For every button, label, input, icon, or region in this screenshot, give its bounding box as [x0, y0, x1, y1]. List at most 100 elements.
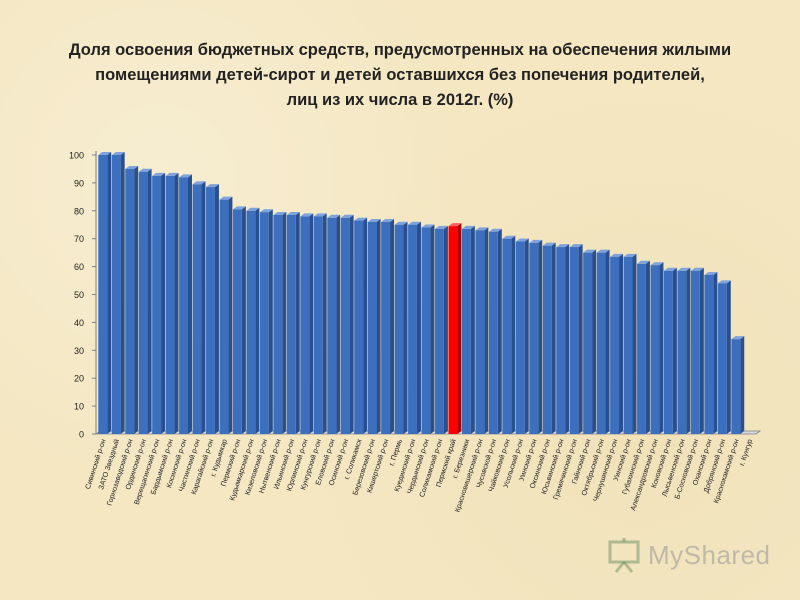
bar-top [192, 181, 206, 185]
bar [273, 214, 283, 434]
bar-top [421, 224, 435, 228]
bar [381, 221, 391, 434]
bar-top [529, 239, 543, 243]
bar-top [717, 280, 731, 284]
bar [300, 216, 310, 434]
bar-top [98, 152, 112, 155]
bar-top [664, 267, 677, 271]
bar-top [610, 253, 624, 257]
bar-top [286, 211, 300, 215]
bar-top [461, 225, 475, 229]
bar-side [659, 262, 664, 434]
bar [717, 283, 727, 434]
bar [313, 216, 323, 434]
y-tick-label: 40 [74, 318, 84, 328]
bar [731, 339, 741, 434]
bar-side [390, 218, 395, 434]
y-tick-label: 70 [74, 234, 84, 244]
bar [394, 224, 404, 434]
bar [515, 241, 525, 434]
bar [583, 252, 593, 434]
bar-side [578, 244, 583, 434]
bar-side [484, 227, 489, 434]
bar-side [241, 206, 246, 434]
bar [179, 177, 188, 434]
bar-top [313, 213, 327, 217]
bar [502, 238, 512, 434]
bar-top [677, 267, 691, 271]
bar-top [650, 262, 664, 266]
bar-top [596, 249, 610, 253]
bar [232, 209, 242, 434]
bar-top [623, 253, 637, 257]
y-tick-label: 100 [69, 151, 84, 161]
watermark-text: MyShared [648, 540, 771, 570]
bar-top [300, 213, 314, 217]
bar-side [134, 165, 139, 434]
bar-side [619, 253, 624, 434]
bar-side [403, 221, 408, 434]
bar-side [336, 214, 341, 434]
bar [421, 227, 431, 434]
bar-side [713, 271, 718, 434]
bar-side [147, 168, 152, 435]
bar [354, 220, 364, 434]
bar-top [273, 211, 287, 215]
bar [219, 199, 229, 434]
bar-side [740, 336, 745, 434]
bar [623, 256, 633, 434]
bar-top [206, 184, 219, 188]
bar [637, 263, 646, 434]
bar-side [565, 244, 570, 434]
bar [165, 175, 175, 435]
bar [461, 228, 471, 434]
bar-side [322, 213, 327, 434]
bar-top [138, 168, 152, 172]
bar-top [381, 218, 395, 222]
watermark: MyShared [604, 536, 774, 576]
bar [664, 270, 673, 434]
bar-side [672, 267, 677, 434]
bar-side [255, 207, 260, 434]
bar-top [515, 238, 529, 242]
bar-side [120, 152, 125, 434]
chart-title-line: помещениями детей-сирот и детей оставших… [95, 66, 705, 84]
bar-side [174, 172, 179, 435]
chart-title: Доля освоения бюджетных средств, предусм… [20, 38, 780, 113]
chart-title-line: лиц из их числа в 2012г. (%) [286, 91, 514, 109]
y-tick-label: 50 [74, 290, 84, 300]
bar-side [632, 253, 637, 434]
bar [192, 184, 202, 434]
bar-side [416, 221, 421, 434]
bar-top [259, 209, 273, 213]
bar-top [219, 196, 233, 200]
bar-side [605, 249, 610, 434]
bar [488, 231, 498, 434]
bar-side [430, 224, 435, 434]
bar-side [201, 181, 206, 434]
bar-top [327, 214, 341, 218]
y-tick-label: 10 [74, 402, 84, 412]
bar [286, 214, 296, 434]
bar [340, 217, 350, 434]
bar-top [165, 172, 179, 176]
bar [259, 212, 269, 434]
y-tick-label: 80 [74, 206, 84, 216]
bar-side [443, 225, 448, 434]
bar-side [228, 196, 233, 434]
bar-side [107, 152, 112, 434]
bar-top [152, 172, 166, 176]
bar-side [592, 249, 597, 434]
bar-side [268, 209, 273, 434]
bar-side [282, 211, 287, 434]
presentation-board-icon [608, 538, 640, 573]
bar-side [309, 213, 314, 434]
bar-top [637, 260, 650, 264]
bar-top [435, 225, 448, 229]
bar [327, 217, 337, 434]
bar [98, 155, 108, 434]
bar-top [367, 218, 381, 222]
bar-side [214, 184, 219, 434]
bar-side [457, 223, 462, 434]
